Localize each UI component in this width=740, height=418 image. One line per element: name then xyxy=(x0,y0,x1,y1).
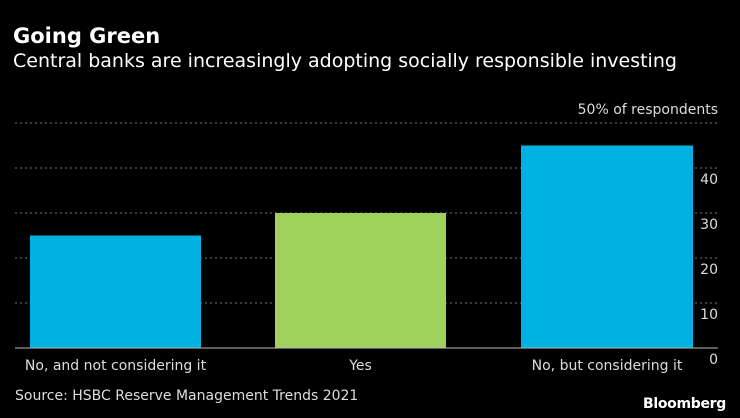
bar xyxy=(275,213,446,348)
y-tick-label: 50% of respondents xyxy=(578,102,718,118)
x-tick-label: Yes xyxy=(348,358,372,374)
chart-title: Going Green xyxy=(13,24,161,48)
bloomberg-logo: Bloomberg xyxy=(642,396,726,412)
y-tick-label: 10 xyxy=(700,307,718,323)
source-note: Source: HSBC Reserve Management Trends 2… xyxy=(15,388,359,404)
y-tick-label: 40 xyxy=(700,172,718,188)
chart-subtitle: Central banks are increasingly adopting … xyxy=(13,50,677,72)
y-tick-label: 30 xyxy=(700,217,718,233)
y-tick-label: 20 xyxy=(700,262,718,278)
bar xyxy=(30,235,201,348)
bar xyxy=(521,145,693,348)
x-tick-label: No, and not considering it xyxy=(25,358,207,374)
y-tick-label: 0 xyxy=(709,352,718,368)
x-tick-label: No, but considering it xyxy=(532,358,683,374)
